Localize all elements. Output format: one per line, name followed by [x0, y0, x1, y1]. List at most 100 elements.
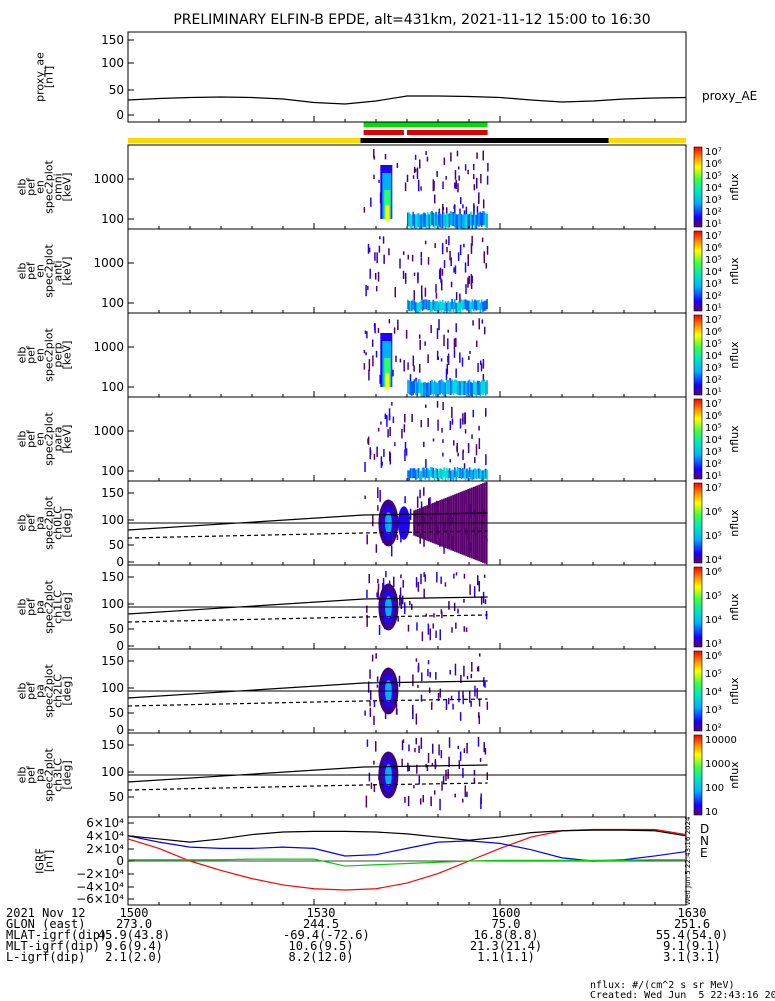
spectrogram-pixel [427, 660, 430, 665]
spectrogram-pixel [456, 214, 459, 229]
spectrogram-pixel [436, 571, 438, 583]
y-axis-label: elb [16, 599, 29, 616]
spectrogram-pixel [442, 775, 445, 784]
spectrogram-pixel [402, 251, 405, 255]
spectrogram-pixel [377, 589, 379, 600]
footer-value: 9.1(9.1) [663, 939, 721, 953]
spectrogram-pixel [468, 467, 471, 478]
spectrogram-pixel [416, 302, 419, 313]
spectrogram-pixel [428, 687, 431, 694]
colorbar [693, 398, 703, 480]
colorbar [693, 314, 703, 396]
y-axis-label: anti [52, 260, 65, 281]
spectrogram-pixel [459, 468, 462, 479]
spectrogram-pixel [486, 213, 488, 228]
spectrogram-pixel [462, 380, 464, 395]
spectrogram-pixel [434, 243, 436, 249]
spectrogram-pixel [420, 501, 423, 513]
spectrogram-pixel [486, 701, 489, 710]
spectrogram-pixel [432, 438, 435, 442]
colorbar-label: nflux [728, 425, 741, 453]
colorbar-tick-label: 10³ [705, 447, 722, 458]
spectrogram-pixel [454, 663, 457, 676]
colorbar-tick-label: 10³ [705, 279, 722, 290]
colorbar-tick-label: 10 [705, 807, 718, 818]
spectrogram-pixel [368, 247, 371, 253]
y-axis-label: [deg] [61, 760, 74, 789]
spectrogram-pixel [480, 212, 483, 227]
spectrogram-pixel [476, 177, 478, 189]
spectrogram-pixel [474, 468, 476, 479]
spectrogram-pixel [411, 413, 413, 423]
spectrogram-pixel [432, 468, 435, 479]
spectrogram-pixel [424, 574, 427, 582]
spectrogram-pixel [430, 796, 432, 807]
spectrogram-pixel [381, 461, 383, 466]
y-axis-label: elb [16, 683, 29, 700]
spectrogram-pixel [479, 360, 482, 365]
spectrogram-pixel [373, 715, 375, 725]
spectrogram-pixel [477, 737, 480, 747]
footer-value: 55.4(54.0) [655, 928, 729, 942]
spectrogram-pixel [464, 214, 467, 229]
spectrogram-pixel [436, 328, 439, 340]
spectrogram-pixel [432, 212, 435, 227]
spectrogram-pixel [473, 777, 476, 782]
colorbar [693, 230, 703, 312]
spectrogram-pixel [442, 402, 444, 411]
spectrogram-pixel [446, 363, 449, 375]
spectrogram-pixel [445, 213, 448, 228]
colorbar-tick-label: 10⁵ [705, 339, 722, 350]
spectrogram-pixel [408, 380, 410, 395]
spectrogram-pixel [478, 699, 481, 707]
spectrogram-pixel [448, 468, 451, 479]
spectrogram-pixel [470, 382, 472, 397]
colorbar-tick-label: 10³ [705, 705, 722, 716]
y-axis-label: spec2plot [43, 664, 56, 718]
spectrogram-pixel [411, 214, 413, 229]
y-axis-label: pa [34, 684, 47, 698]
side-note: Wed Jun 5 22:43:16 2024 [684, 816, 692, 905]
y-tick-label: 1000 [93, 424, 124, 438]
spectrogram-pixel [453, 349, 456, 358]
series-proxy-ae [127, 95, 687, 105]
spectrogram-pixel [476, 380, 479, 395]
spectrogram-pixel [409, 301, 412, 312]
spectrogram-pixel [388, 413, 391, 421]
spectrogram-pixel [469, 350, 471, 354]
spectrogram-pixel [412, 674, 414, 687]
spectrogram-pixel [399, 258, 401, 269]
spectrogram-pixel [449, 250, 451, 261]
spectrogram-pixel [436, 214, 439, 229]
spectrogram-pixel [429, 212, 432, 227]
spectrogram-pixel [373, 454, 376, 460]
spectrogram-pixel [391, 401, 393, 406]
spectrogram-pixel [425, 151, 427, 156]
spectrogram-pixel [415, 381, 417, 396]
spectrogram-pixel [486, 299, 488, 310]
spectrogram-pixel [480, 470, 483, 481]
spectrogram-pixel [392, 369, 394, 377]
spectrogram-pixel [407, 624, 410, 632]
chart-title: PRELIMINARY ELFIN-B EPDE, alt=431km, 202… [173, 12, 650, 28]
spectrogram-pixel [436, 401, 439, 408]
spectrogram-pixel [444, 301, 447, 312]
spectrogram-pixel [440, 278, 442, 283]
spectrogram-pixel [482, 301, 484, 312]
colorbar-tick-label: 10⁵ [705, 531, 722, 542]
spectrogram-pixel [388, 319, 391, 324]
spectrogram-pixel [478, 425, 480, 431]
y-axis-label: en [34, 432, 47, 446]
spectrogram-pixel [458, 467, 460, 478]
spectrogram-pixel [486, 469, 488, 480]
spectrogram-pixel [480, 380, 483, 395]
spectrogram-pixel [439, 267, 442, 280]
spectrogram-pixel [470, 284, 473, 290]
spectrogram-pixel [429, 497, 431, 508]
spectrogram-pixel [458, 381, 460, 396]
spectrogram-pixel [478, 712, 480, 718]
spectrogram-pixel [379, 374, 381, 384]
spectrogram-pixel [376, 252, 378, 264]
